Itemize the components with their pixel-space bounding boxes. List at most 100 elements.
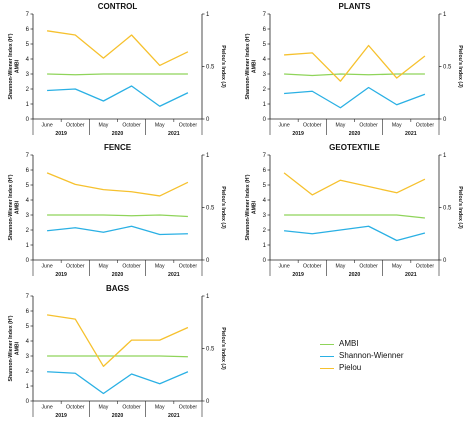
y-tick-label-left: 5	[263, 42, 267, 48]
x-tick-label: October	[122, 264, 141, 270]
x-tick-label: October	[66, 264, 85, 270]
y-tick-label-left: 4	[26, 198, 30, 204]
year-label: 2021	[405, 272, 417, 278]
chart-title: BAGS	[106, 284, 130, 293]
series-line-shannon-wienner	[284, 86, 426, 109]
x-tick-label: June	[41, 264, 52, 270]
y-tick-label-left: 7	[26, 153, 30, 159]
x-tick-label: October	[359, 123, 378, 129]
y-axis-label-left: Shannon-Wiener Index (H')	[245, 33, 251, 99]
y-axis-label-left: AMBI	[15, 341, 21, 355]
y-tick-label-left: 6	[26, 27, 30, 33]
chart-fence-svg: FENCE 0 1 2 3 4 5 6 7 0 0.5 1 June October May October M…	[8, 143, 226, 278]
y-tick-label-left: 4	[263, 57, 267, 63]
y-axis-label-left: AMBI	[252, 59, 258, 73]
series-line-pielou	[284, 44, 426, 82]
x-tick-label: May	[336, 264, 346, 270]
y-tick-label-left: 2	[26, 228, 30, 234]
y-axis-label-right: Pielou's Index (J)	[457, 45, 463, 88]
legend-label-shannon: Shannon-Wienner	[339, 351, 404, 360]
y-tick-label-right: 0.5	[206, 65, 215, 71]
y-tick-label-right: 0	[206, 117, 210, 123]
y-tick-label-left: 4	[26, 57, 30, 63]
year-label: 2020	[112, 131, 124, 137]
y-tick-label-right: 1	[206, 294, 210, 300]
series-line-shannon-wienner	[284, 225, 426, 242]
series-line-pielou	[46, 314, 189, 367]
x-tick-label: May	[99, 405, 109, 411]
chart-panel-fence: FENCE 0 1 2 3 4 5 6 7 0 0.5 1 June October May October M…	[0, 141, 237, 281]
y-axis-label-left: Shannon-Wiener Index (H')	[8, 174, 14, 240]
y-tick-label-left: 4	[26, 339, 30, 345]
chart-title: CONTROL	[98, 2, 138, 11]
y-tick-label-left: 0	[26, 117, 30, 123]
x-tick-label: October	[179, 405, 198, 411]
y-axis-label-right: Pielou's Index (J)	[220, 186, 226, 229]
y-tick-label-left: 3	[26, 213, 30, 219]
x-tick-label: June	[278, 264, 289, 270]
y-tick-label-left: 7	[26, 12, 30, 18]
y-tick-label-left: 2	[26, 87, 30, 93]
y-tick-label-right: 0	[443, 117, 447, 123]
y-tick-label-right: 0	[443, 258, 447, 264]
series-line-ambi	[47, 355, 188, 358]
series-line-shannon-wienner	[47, 225, 188, 236]
x-tick-label: October	[66, 405, 85, 411]
y-tick-label-left: 0	[26, 258, 30, 264]
year-label: 2020	[112, 272, 124, 278]
year-label: 2019	[55, 413, 67, 419]
series-line-pielou	[46, 172, 189, 197]
x-tick-label: October	[179, 264, 198, 270]
y-tick-label-right: 0	[206, 258, 210, 264]
year-label: 2019	[292, 131, 304, 137]
chart-bags-svg: BAGS 0 1 2 3 4 5 6 7 0 0.5 1 June October May October Ma…	[8, 284, 226, 419]
year-label: 2019	[55, 131, 67, 137]
y-tick-label-left: 3	[263, 72, 267, 78]
legend-swatch-pielou	[320, 367, 334, 369]
y-tick-label-left: 7	[26, 294, 30, 300]
y-tick-label-left: 4	[263, 198, 267, 204]
series-line-ambi	[47, 73, 188, 76]
chart-panel-control: CONTROL 0 1 2 3 4 5 6 7 0 0.5 1 June October May Octobe…	[0, 0, 237, 140]
y-tick-label-left: 0	[263, 117, 267, 123]
y-tick-label-right: 0	[206, 399, 210, 405]
series-line-ambi	[284, 73, 425, 77]
y-tick-label-right: 1	[206, 12, 210, 18]
x-tick-label: May	[392, 123, 402, 129]
y-tick-label-left: 1	[26, 243, 30, 249]
x-tick-label: October	[66, 123, 85, 129]
x-tick-label: October	[303, 123, 322, 129]
chart-panel-geotextile: GEOTEXTILE 0 1 2 3 4 5 6 7 0 0.5 1 June October May Oct…	[237, 141, 474, 281]
chart-panel-plants: PLANTS 0 1 2 3 4 5 6 7 0 0.5 1 June October May October…	[237, 0, 474, 140]
x-tick-label: May	[336, 123, 346, 129]
x-tick-label: October	[122, 123, 141, 129]
y-axis-label-right: Pielou's Index (J)	[457, 186, 463, 229]
y-axis-label-left: AMBI	[252, 200, 258, 214]
y-tick-label-left: 1	[26, 102, 30, 108]
series-line-shannon-wienner	[47, 85, 189, 107]
y-tick-label-left: 6	[26, 309, 30, 315]
chart-geotextile-svg: GEOTEXTILE 0 1 2 3 4 5 6 7 0 0.5 1 June October May Oct…	[245, 143, 463, 278]
year-label: 2021	[168, 131, 180, 137]
chart-panel-bags: BAGS 0 1 2 3 4 5 6 7 0 0.5 1 June October May October Ma…	[0, 282, 237, 422]
y-tick-label-left: 6	[26, 168, 30, 174]
year-label: 2021	[405, 131, 417, 137]
x-tick-label: October	[179, 123, 198, 129]
series-line-ambi	[47, 214, 188, 218]
y-tick-label-right: 1	[443, 12, 447, 18]
y-axis-label-left: Shannon-Wiener Index (H')	[8, 315, 14, 381]
y-tick-label-left: 6	[263, 27, 267, 33]
y-tick-label-left: 2	[263, 87, 267, 93]
y-axis-label-left: Shannon-Wiener Index (H')	[8, 33, 14, 99]
y-tick-label-left: 3	[26, 72, 30, 78]
chart-control-svg: CONTROL 0 1 2 3 4 5 6 7 0 0.5 1 June October May Octobe…	[8, 2, 226, 137]
y-axis-label-right: Pielou's Index (J)	[220, 327, 226, 370]
year-label: 2020	[349, 131, 361, 137]
y-tick-label-right: 1	[206, 153, 210, 159]
legend-label-pielou: Pielou	[339, 363, 362, 372]
y-tick-label-left: 0	[263, 258, 267, 264]
series-line-shannon-wienner	[47, 371, 189, 395]
x-tick-label: October	[303, 264, 322, 270]
legend-swatch-ambi	[320, 343, 334, 345]
y-tick-label-left: 5	[26, 324, 30, 330]
